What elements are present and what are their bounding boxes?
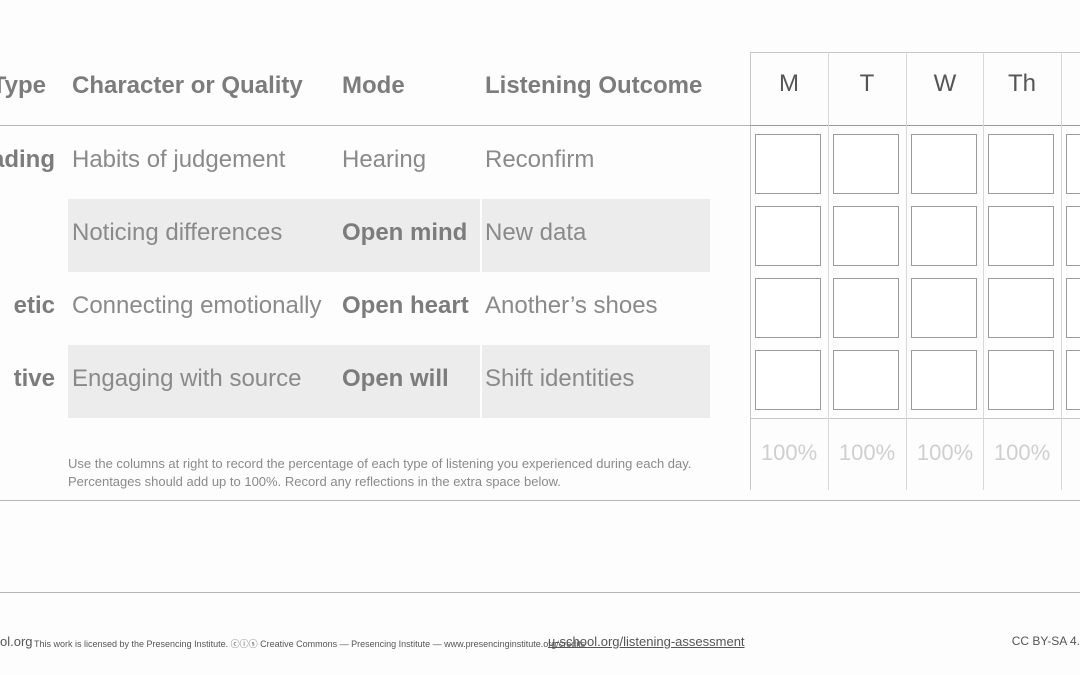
entry-box [1066, 350, 1080, 410]
header-outcome: Listening Outcome [485, 72, 703, 99]
row-band [68, 199, 710, 272]
row-band [68, 345, 710, 418]
entry-box [911, 350, 977, 410]
sep [480, 199, 482, 272]
entry-box [755, 350, 821, 410]
entry-box [1066, 278, 1080, 338]
row-quality: Noticing differences [72, 219, 283, 246]
sep [480, 345, 482, 418]
header-type: Type [0, 72, 46, 99]
entry-box [911, 134, 977, 194]
grid-col [983, 52, 984, 490]
row-outcome: Another’s shoes [485, 292, 658, 319]
grid-rule [750, 418, 1080, 419]
note-line: Use the columns at right to record the p… [68, 456, 692, 471]
tracker-grid [750, 52, 1080, 490]
row-type: ading [0, 146, 55, 173]
rule [0, 592, 1080, 593]
entry-box [755, 134, 821, 194]
day-label: W [933, 70, 957, 97]
entry-box [1066, 206, 1080, 266]
row-quality: Engaging with source [72, 365, 302, 392]
header-quality: Character or Quality [72, 72, 303, 99]
row-mode: Open heart [342, 292, 469, 319]
grid-col [906, 52, 907, 490]
row-outcome: Shift identities [485, 365, 635, 392]
day-label: Th [1007, 70, 1036, 97]
footer-link[interactable]: u-school.org/listening-assessment [548, 634, 745, 649]
rule [0, 500, 1080, 501]
entry-box [988, 350, 1054, 410]
entry-box [755, 278, 821, 338]
note-line: Percentages should add up to 100%. Recor… [68, 474, 561, 489]
instructions: Use the columns at right to record the p… [68, 455, 691, 491]
entry-box [988, 134, 1054, 194]
row-type: etic [13, 292, 55, 319]
header-mode: Mode [342, 72, 405, 99]
entry-box [988, 278, 1054, 338]
row-mode: Open mind [342, 219, 468, 246]
footer-cc: CC BY-SA 4. [1011, 634, 1080, 648]
header-rule [0, 125, 750, 126]
footer-site: ol.org [0, 634, 33, 649]
grid-col [828, 52, 829, 490]
row-outcome: Reconfirm [485, 146, 595, 173]
footer-license: This work is licensed by the Presencing … [34, 639, 586, 649]
row-mode: Open will [342, 365, 449, 392]
entry-box [911, 206, 977, 266]
row-quality: Connecting emotionally [72, 292, 322, 319]
day-total: 100% [838, 440, 896, 465]
row-quality: Habits of judgement [72, 146, 286, 173]
entry-box [1066, 134, 1080, 194]
entry-box [833, 206, 899, 266]
entry-box [833, 350, 899, 410]
day-total: 100% [993, 440, 1051, 465]
day-label: T [859, 70, 875, 97]
grid-col [1061, 52, 1062, 490]
entry-box [833, 278, 899, 338]
entry-box [911, 278, 977, 338]
day-label: M [779, 70, 799, 97]
row-mode: Hearing [342, 146, 427, 173]
entry-box [755, 206, 821, 266]
day-total: 100% [760, 440, 818, 465]
row-outcome: New data [485, 219, 587, 246]
entry-box [833, 134, 899, 194]
row-type: tive [13, 365, 55, 392]
grid-rule [750, 125, 1080, 126]
entry-box [988, 206, 1054, 266]
day-total: 100% [916, 440, 974, 465]
